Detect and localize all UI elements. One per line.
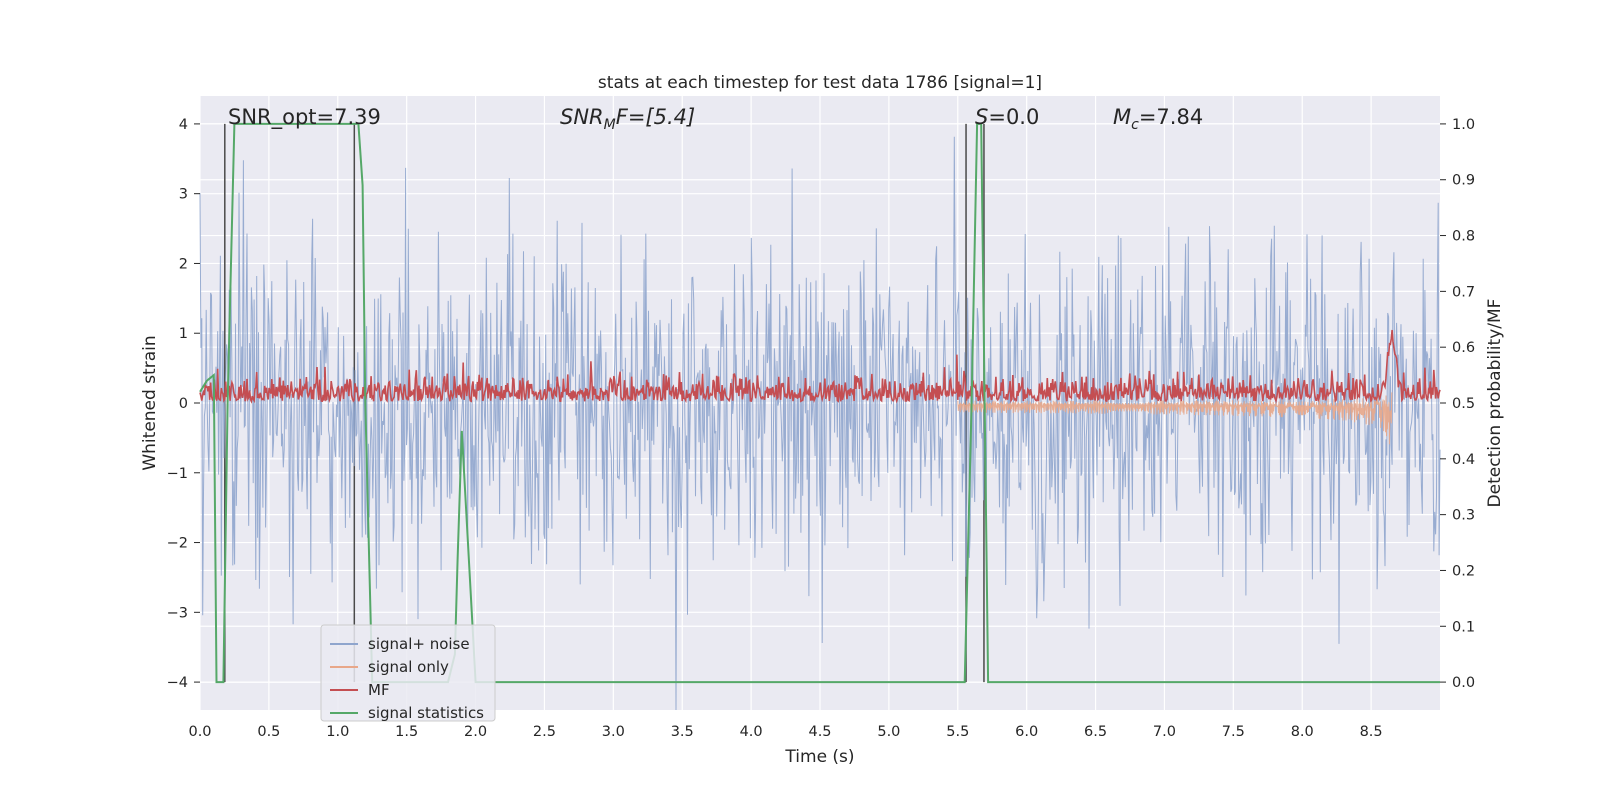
x-tick-label: 6.5 [1084,724,1107,740]
y-right-tick-label: 0.7 [1452,284,1475,300]
x-tick-label: 3.5 [671,724,694,740]
series-mf [199,329,1441,404]
annotation-mc-main: M [1113,105,1131,129]
legend-box [320,624,496,722]
annotation-snr-mf-rest: F=[5.4] [616,105,695,129]
x-tick-label: 7.0 [1153,724,1176,740]
annotation-s: S=0.0 [975,105,1039,129]
y-tick-label: −1 [167,466,188,482]
y-right-tick-label: 0.5 [1452,396,1475,412]
x-tick-label: 6.0 [1015,724,1038,740]
annotation-snr-mf-sub: M [604,117,616,133]
x-tick-label: 0.0 [188,724,211,740]
annotation-mc: Mc=7.84 [1113,105,1203,133]
y-right-tick-label: 0.8 [1452,229,1475,245]
legend-label: signal statistics [368,704,484,722]
x-tick-label: 8.5 [1360,724,1383,740]
y-tick-label: −4 [167,675,188,691]
series-signal-noise [199,136,1441,711]
x-tick-label: 3.0 [602,724,625,740]
legend: signal+ noise signal only MF signal statist… [320,624,496,722]
x-tick-label: 5.5 [946,724,969,740]
y-tick-label: 2 [179,256,188,272]
x-tick-label: 1.5 [395,724,418,740]
annotation-snr-mf-main: SNR [560,105,604,129]
x-tick-label: 0.5 [257,724,280,740]
legend-label: MF [368,681,390,699]
annotation-s-main: S [975,105,988,129]
y-right-tick-label: 0.9 [1452,173,1475,189]
annotation-snr-mf: SNRMF=[5.4] [560,105,695,133]
x-tick-label: 8.0 [1291,724,1314,740]
y-right-tick-label: 0.2 [1452,563,1475,579]
signal-noise-line [199,136,1441,711]
annotation-mc-sub: c [1131,117,1139,133]
y-right-tick-label: 0.6 [1452,340,1475,356]
y-tick-label: 0 [179,396,188,412]
x-tick-label: 7.5 [1222,724,1245,740]
signal-only-line [957,392,1393,445]
y-tick-label: −3 [167,605,188,621]
x-tick-label: 4.0 [740,724,763,740]
y-tick-label: −2 [167,536,188,552]
x-tick-label: 5.0 [877,724,900,740]
mf-line [199,329,1441,404]
y-tick-labels: −4 −3 −2 −1 0 1 2 3 4 [167,117,200,691]
annotation-snr-opt: SNR_opt=7.39 [228,105,381,130]
x-tick-label: 2.0 [464,724,487,740]
y-axis-label-right: Detection probability/MF [1485,299,1505,508]
x-tick-labels: 0.0 0.5 1.0 1.5 2.0 2.5 3.0 3.5 4.0 4.5 5.0 5.5 6.0 6… [188,724,1382,740]
y-right-tick-label: 1.0 [1452,117,1475,133]
x-tick-label: 2.5 [533,724,556,740]
y-right-tick-label: 0.3 [1452,508,1475,524]
series-signal-only [957,392,1393,445]
x-axis-label: Time (s) [784,747,854,767]
y-tick-label: 4 [179,117,188,133]
x-tick-label: 1.0 [326,724,349,740]
x-tick-label: 4.5 [808,724,831,740]
y-tick-label: 1 [179,326,188,342]
annotation-s-rest: =0.0 [988,105,1039,129]
chart-title: stats at each timestep for test data 178… [598,73,1042,93]
y-right-tick-label: 0.0 [1452,675,1475,691]
legend-label: signal only [368,658,449,676]
legend-items: signal+ noise signal only MF signal statist… [330,635,484,722]
y-right-tick-label: 0.4 [1452,452,1475,468]
y-axis-label: Whitened strain [140,335,160,470]
annotation-mc-rest: =7.84 [1139,105,1203,129]
y-right-tick-label: 0.1 [1452,619,1475,635]
legend-label: signal+ noise [368,635,470,653]
y-right-tick-labels: 0.0 0.1 0.2 0.3 0.4 0.5 0.6 0.7 0.8 0.9 1.0 [1440,117,1475,691]
y-tick-label: 3 [179,187,188,203]
